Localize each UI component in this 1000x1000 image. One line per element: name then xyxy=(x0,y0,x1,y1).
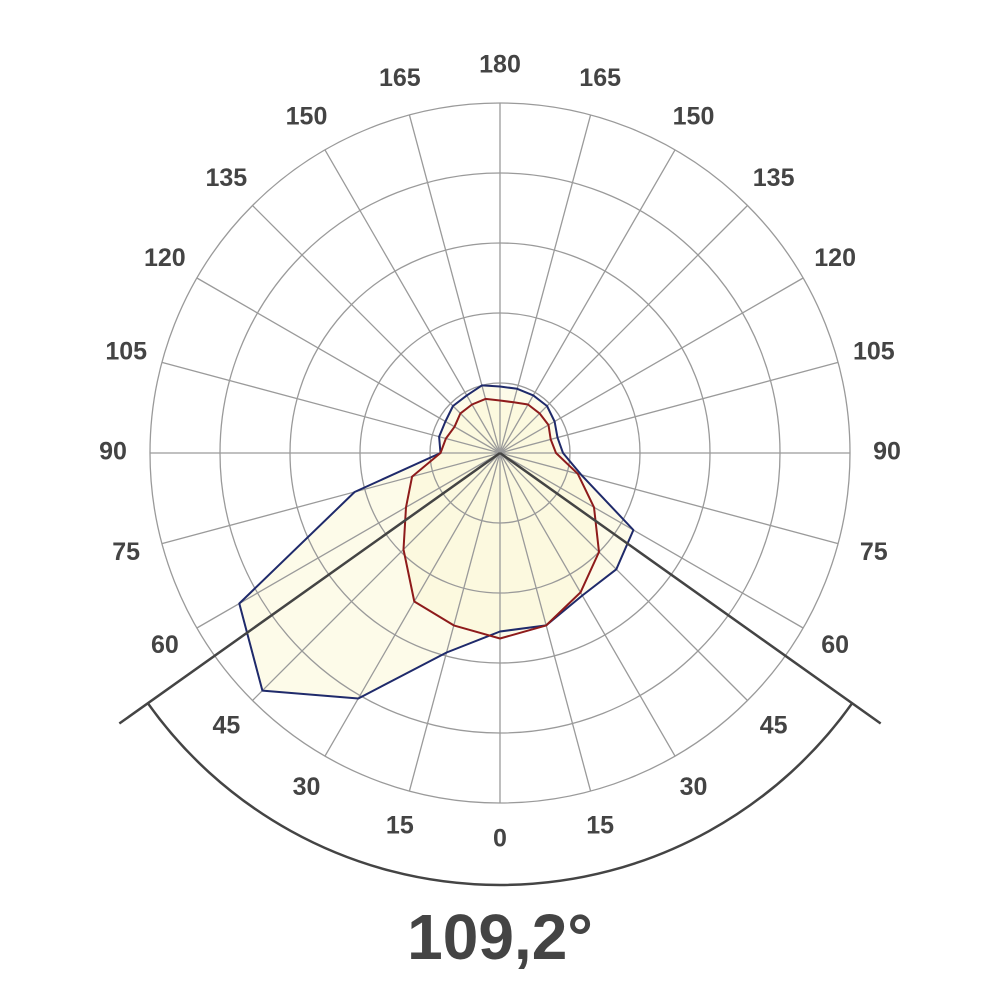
lobe-fill xyxy=(403,398,599,639)
beam-line xyxy=(118,451,501,725)
grid-spoke xyxy=(499,452,748,701)
angle-tick-label: 180 xyxy=(479,51,521,79)
grid-spoke xyxy=(252,452,501,701)
grid-spoke xyxy=(499,149,676,454)
angle-tick-label: 30 xyxy=(680,773,708,801)
grid-spoke xyxy=(499,452,592,792)
grid-spoke xyxy=(499,277,804,454)
grid-spoke xyxy=(252,205,501,454)
grid-spoke xyxy=(499,205,748,454)
beam-angle-label: 109,2° xyxy=(407,901,593,973)
grid-spoke xyxy=(161,361,501,454)
lobe-curve xyxy=(402,397,600,640)
angle-tick-label: 135 xyxy=(753,164,795,192)
grid-spoke xyxy=(324,452,501,757)
grid-spoke xyxy=(196,277,501,454)
grid-spoke xyxy=(196,452,501,629)
angle-tick-label: 120 xyxy=(814,244,856,272)
beam-arc xyxy=(146,702,854,887)
angle-tick-label: 105 xyxy=(853,337,895,365)
angle-tick-label: 75 xyxy=(112,538,140,566)
angle-tick-label: 45 xyxy=(760,711,788,739)
grid-spoke xyxy=(499,361,839,454)
angle-tick-label: 45 xyxy=(212,711,240,739)
angle-tick-label: 60 xyxy=(821,631,849,659)
angle-tick-label: 165 xyxy=(579,64,621,92)
angle-tick-label: 105 xyxy=(105,337,147,365)
grid-spoke xyxy=(499,452,839,545)
angle-tick-label: 90 xyxy=(99,438,127,466)
grid-spoke xyxy=(161,452,501,545)
grid-spoke xyxy=(499,452,804,629)
lobe-curve xyxy=(238,384,635,700)
angle-tick-label: 120 xyxy=(144,244,186,272)
angle-tick-label: 90 xyxy=(873,438,901,466)
beam-line xyxy=(499,451,882,725)
angle-tick-label: 15 xyxy=(386,811,414,839)
angle-tick-label: 60 xyxy=(151,631,179,659)
angle-tick-label: 150 xyxy=(673,102,715,130)
angle-tick-label: 150 xyxy=(286,102,328,130)
grid-spoke xyxy=(408,114,501,454)
angle-tick-label: 75 xyxy=(860,538,888,566)
grid-spoke xyxy=(408,452,501,792)
grid-spoke xyxy=(499,452,676,757)
angle-tick-label: 165 xyxy=(379,64,421,92)
grid-spoke xyxy=(499,114,592,454)
angle-tick-label: 135 xyxy=(205,164,247,192)
angle-tick-label: 30 xyxy=(293,773,321,801)
angle-tick-label: 0 xyxy=(493,825,507,853)
angle-tick-label: 15 xyxy=(586,811,614,839)
grid-spoke xyxy=(324,149,501,454)
